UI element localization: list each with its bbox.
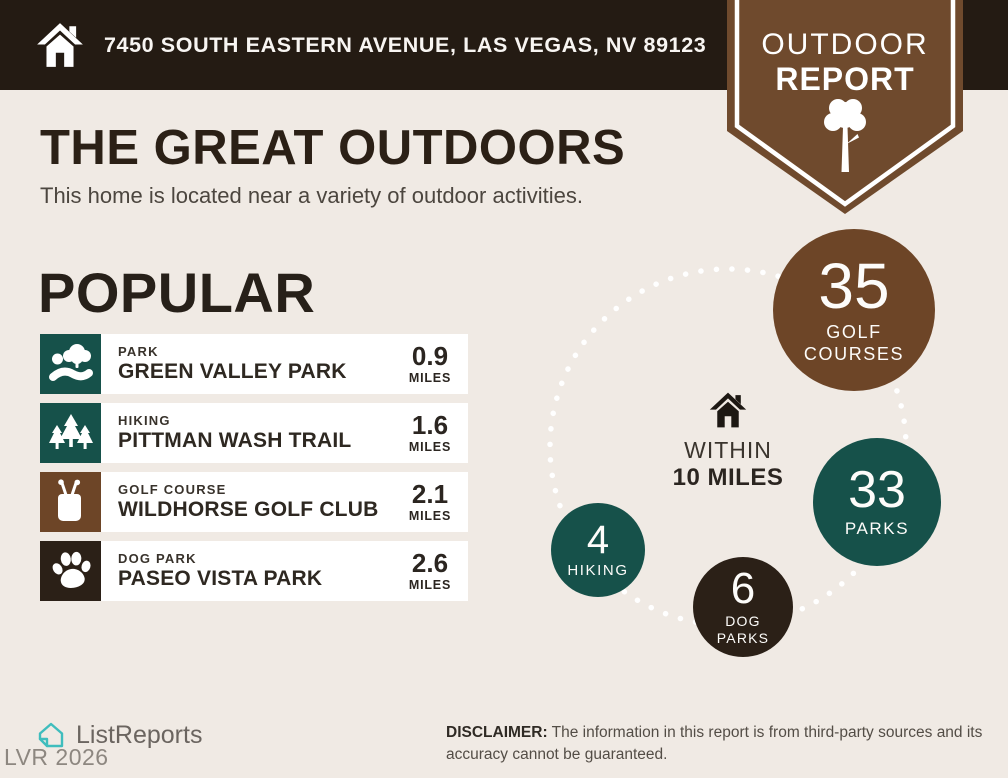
bubble-label: GOLF COURSES	[803, 322, 905, 364]
badge-title: OUTDOOR	[761, 28, 929, 61]
bubble-label: PARKS	[844, 519, 910, 539]
distance-unit: MILES	[408, 370, 452, 385]
list-item-dog-park: DOG PARK PASEO VISTA PARK 2.6 MILES	[40, 541, 468, 601]
distance-value: 1.6	[411, 410, 449, 441]
distance-unit: MILES	[408, 508, 452, 523]
listreports-brand: ListReports	[36, 720, 202, 750]
place-name: PITTMAN WASH TRAIL	[118, 429, 352, 452]
place-name: WILDHORSE GOLF CLUB	[118, 498, 379, 521]
paw-icon	[40, 541, 101, 601]
list-item-park: PARK GREEN VALLEY PARK 0.9 MILES	[40, 334, 468, 394]
golf-bag-icon	[40, 472, 101, 532]
home-icon	[709, 392, 747, 428]
category-label: DOG PARK	[118, 551, 197, 566]
distance-value: 2.6	[411, 548, 449, 579]
bubble-hiking: 4 HIKING	[551, 503, 645, 597]
list-item-golf: GOLF COURSE WILDHORSE GOLF CLUB 2.1 MILE…	[40, 472, 468, 532]
popular-heading: POPULAR	[38, 261, 316, 324]
listreports-logo-icon	[38, 722, 64, 748]
place-name: PASEO VISTA PARK	[118, 567, 323, 590]
page-title: THE GREAT OUTDOORS	[40, 121, 626, 175]
bubble-label: HIKING	[567, 562, 629, 579]
bubble-count: 33	[848, 461, 906, 520]
popular-list: PARK GREEN VALLEY PARK 0.9 MILES HIKING …	[40, 334, 468, 601]
distance-value: 0.9	[411, 341, 449, 372]
page-subtitle: This home is located near a variety of o…	[40, 183, 583, 208]
category-label: GOLF COURSE	[118, 482, 227, 497]
radius-label: 10 MILES	[672, 464, 784, 491]
bubble-golf-courses: 35 GOLF COURSES	[773, 229, 935, 391]
distance-unit: MILES	[408, 439, 452, 454]
place-name: GREEN VALLEY PARK	[118, 360, 347, 383]
property-address: 7450 SOUTH EASTERN AVENUE, LAS VEGAS, NV…	[104, 32, 707, 57]
bubble-count: 4	[586, 518, 610, 562]
watermark: LVR 2026	[4, 744, 109, 770]
distance-unit: MILES	[408, 577, 452, 592]
radius-center-label: WITHIN 10 MILES	[648, 391, 808, 492]
home-icon	[37, 23, 83, 67]
badge-subtitle: REPORT	[775, 61, 915, 97]
outdoor-report-badge: OUTDOOR REPORT	[727, 0, 963, 214]
bubble-label: DOG PARKS	[716, 613, 770, 646]
bubble-count: 6	[730, 564, 756, 614]
bubble-dog-parks: 6 DOG PARKS	[693, 557, 793, 657]
distance-value: 2.1	[411, 479, 449, 510]
park-icon	[40, 334, 101, 394]
category-label: PARK	[118, 344, 159, 359]
within-label: WITHIN	[684, 437, 772, 463]
disclaimer-text: DISCLAIMER: The information in this repo…	[446, 724, 983, 763]
list-item-hiking: HIKING PITTMAN WASH TRAIL 1.6 MILES	[40, 403, 468, 463]
tree-icon	[824, 99, 866, 172]
bubble-count: 35	[818, 250, 890, 323]
bubble-parks: 33 PARKS	[813, 438, 941, 566]
brand-name: ListReports	[76, 720, 203, 749]
category-label: HIKING	[118, 413, 171, 428]
pine-trees-icon	[40, 403, 101, 463]
